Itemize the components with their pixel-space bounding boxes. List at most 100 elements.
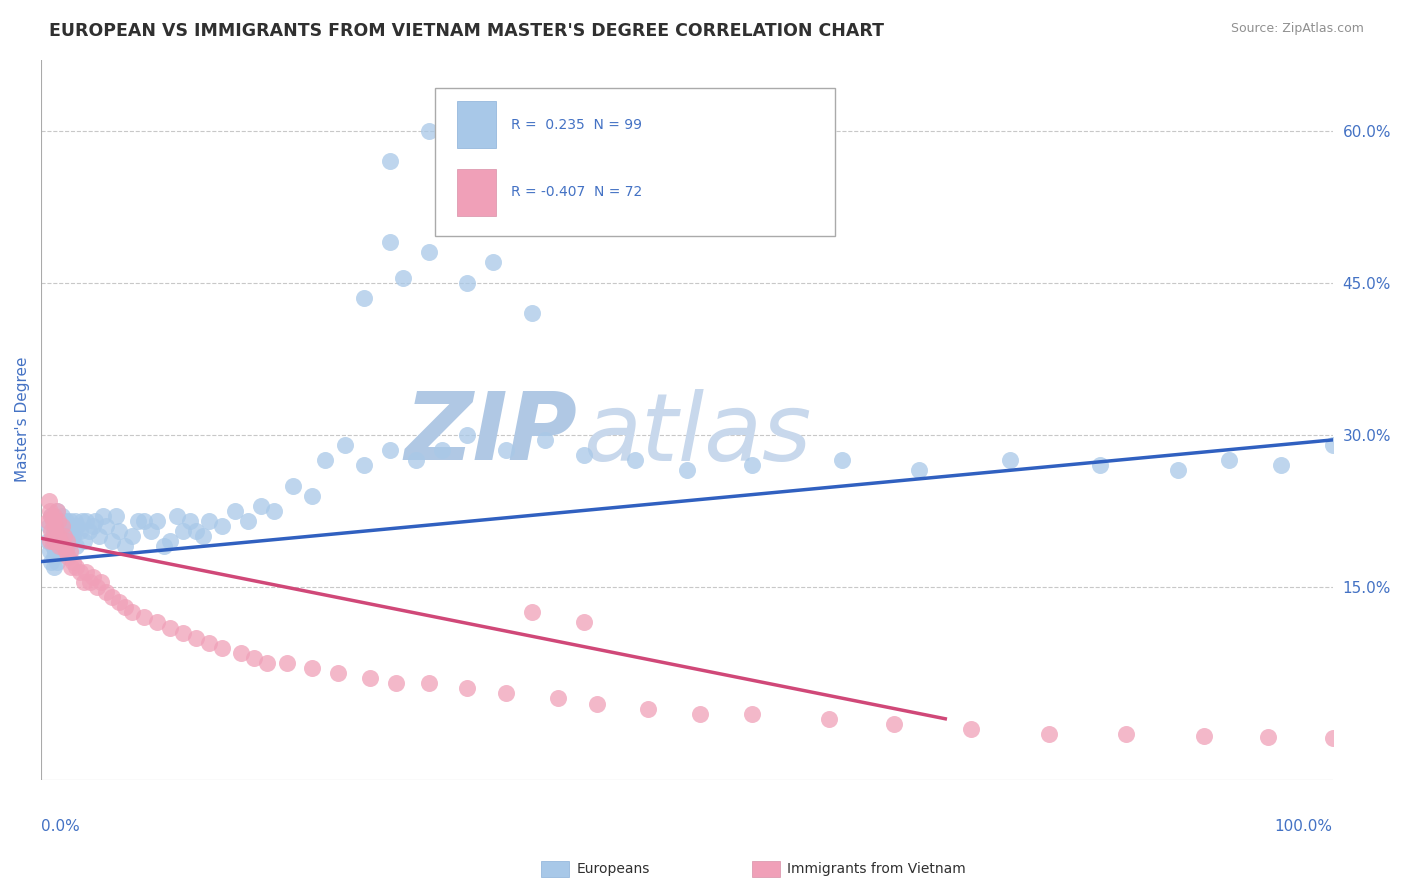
Point xyxy=(107,595,129,609)
Point xyxy=(391,270,413,285)
Point xyxy=(39,534,62,549)
Point xyxy=(676,463,699,477)
Point xyxy=(37,514,59,528)
Point xyxy=(44,544,66,558)
Point xyxy=(46,519,69,533)
Point xyxy=(65,559,87,574)
Point xyxy=(39,504,62,518)
Point xyxy=(585,697,607,711)
Point xyxy=(328,666,350,681)
Point xyxy=(45,504,67,518)
Point xyxy=(281,478,304,492)
Point xyxy=(91,508,114,523)
Point xyxy=(378,443,401,458)
Point xyxy=(960,722,983,736)
Point xyxy=(224,504,246,518)
Point xyxy=(59,559,82,574)
Point xyxy=(62,555,84,569)
Point xyxy=(741,706,763,721)
Point xyxy=(1167,463,1189,477)
Point xyxy=(44,534,66,549)
Point xyxy=(243,651,266,665)
Point xyxy=(456,681,478,696)
Point xyxy=(405,453,427,467)
Point xyxy=(520,605,543,619)
Point xyxy=(59,534,82,549)
Point xyxy=(89,529,111,543)
Point xyxy=(198,514,221,528)
Point xyxy=(44,519,66,533)
Text: R = -0.407  N = 72: R = -0.407 N = 72 xyxy=(512,186,643,199)
Point xyxy=(42,559,65,574)
Text: Europeans: Europeans xyxy=(576,862,650,876)
Text: 0.0%: 0.0% xyxy=(41,819,80,834)
Point xyxy=(65,540,87,554)
Point xyxy=(73,574,96,589)
Point xyxy=(42,529,65,543)
Point xyxy=(49,534,72,549)
Point xyxy=(56,540,79,554)
Point xyxy=(198,636,221,650)
Point xyxy=(418,123,440,137)
Point xyxy=(42,549,65,564)
Point xyxy=(314,453,336,467)
Point xyxy=(495,686,517,700)
Point xyxy=(56,529,79,543)
Point xyxy=(236,514,259,528)
Point xyxy=(333,438,356,452)
Point xyxy=(134,610,156,624)
Point xyxy=(1115,727,1137,741)
Point xyxy=(385,676,408,690)
Point xyxy=(69,524,91,538)
Point xyxy=(998,453,1021,467)
Text: ZIP: ZIP xyxy=(405,388,576,480)
Point xyxy=(107,524,129,538)
Point xyxy=(51,508,73,523)
Point xyxy=(56,534,79,549)
Point xyxy=(353,458,375,473)
Point xyxy=(58,549,80,564)
Point xyxy=(159,534,181,549)
Point xyxy=(46,514,69,528)
Point xyxy=(139,524,162,538)
Point xyxy=(42,514,65,528)
Text: Immigrants from Vietnam: Immigrants from Vietnam xyxy=(787,862,966,876)
Point xyxy=(689,706,711,721)
Point xyxy=(42,514,65,528)
Point xyxy=(121,529,143,543)
Point xyxy=(146,514,169,528)
Point xyxy=(82,570,104,584)
Text: 100.0%: 100.0% xyxy=(1275,819,1333,834)
Point xyxy=(1192,729,1215,743)
Point xyxy=(41,524,63,538)
Point xyxy=(82,519,104,533)
Point xyxy=(495,443,517,458)
Point xyxy=(418,245,440,260)
Point xyxy=(53,529,76,543)
Point xyxy=(114,600,136,615)
Point xyxy=(94,585,117,599)
Bar xyxy=(457,169,496,216)
Point xyxy=(547,691,569,706)
Point xyxy=(41,555,63,569)
Point xyxy=(378,235,401,249)
Point xyxy=(572,448,595,462)
Point xyxy=(456,427,478,442)
Point xyxy=(48,544,70,558)
Point xyxy=(60,524,83,538)
Point xyxy=(172,524,194,538)
Point xyxy=(49,534,72,549)
Point xyxy=(42,534,65,549)
Point xyxy=(263,504,285,518)
Point xyxy=(69,565,91,579)
Text: atlas: atlas xyxy=(583,389,811,480)
Point xyxy=(105,508,128,523)
Point xyxy=(55,514,77,528)
Point xyxy=(159,620,181,634)
Point xyxy=(191,529,214,543)
Point xyxy=(741,458,763,473)
Point xyxy=(52,540,75,554)
Point xyxy=(146,615,169,630)
Point xyxy=(1257,730,1279,744)
Point xyxy=(37,534,59,549)
